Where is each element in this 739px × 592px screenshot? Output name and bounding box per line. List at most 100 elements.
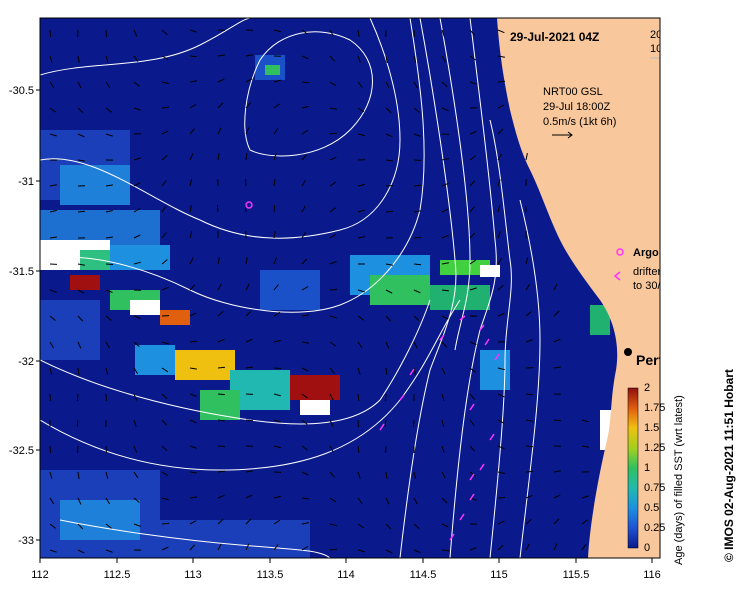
current-arrow — [413, 81, 419, 89]
x-tick-label: 114.5 — [410, 569, 437, 581]
current-arrow — [357, 367, 361, 375]
current-arrow — [329, 445, 334, 453]
current-arrow — [441, 367, 446, 375]
current-legend-source: NRT00 GSL — [543, 86, 603, 98]
argo-legend-label: Argo — [633, 247, 659, 259]
current-arrow — [553, 283, 558, 291]
current-arrow — [301, 419, 308, 425]
city-label-perth: Perth — [636, 352, 672, 368]
current-arrow — [77, 549, 85, 554]
current-arrow — [273, 544, 279, 551]
colorbar-tick: 0.25 — [644, 522, 665, 534]
current-arrow — [385, 341, 390, 349]
current-arrow — [245, 338, 253, 343]
current-arrow — [245, 518, 252, 525]
current-arrow — [133, 367, 139, 375]
current-arrow — [217, 54, 225, 57]
current-arrow — [301, 545, 309, 551]
current-arrow — [161, 286, 169, 291]
current-arrow — [217, 311, 224, 317]
current-arrow — [189, 257, 194, 265]
current-arrow — [245, 153, 248, 161]
current-arrow — [469, 445, 475, 452]
current-arrow — [161, 154, 168, 161]
current-arrow — [525, 153, 528, 161]
current-arrow — [217, 494, 225, 499]
current-arrow — [329, 81, 337, 87]
current-arrow — [189, 340, 197, 343]
current-arrow — [581, 543, 587, 551]
current-arrow — [525, 339, 533, 343]
current-arrow — [189, 419, 197, 424]
argo-legend-icon — [616, 248, 624, 256]
current-arrow — [553, 338, 561, 343]
current-arrow — [469, 259, 477, 265]
x-tick-label: 114 — [337, 569, 355, 581]
current-arrow — [553, 518, 560, 525]
current-arrow — [49, 289, 57, 293]
current-arrow — [189, 312, 197, 317]
current-arrow — [301, 393, 308, 399]
current-arrow — [105, 471, 109, 479]
current-arrow — [133, 341, 140, 347]
current-arrow — [189, 471, 197, 474]
current-arrow — [441, 262, 449, 265]
current-arrow — [49, 107, 56, 113]
current-arrow — [133, 419, 137, 427]
y-tick-label: -32 — [18, 356, 34, 368]
current-arrow — [329, 341, 336, 347]
current-arrow — [301, 154, 307, 161]
current-arrow — [77, 367, 80, 375]
current-arrow — [525, 393, 533, 396]
colorbar-tick: 1.5 — [644, 422, 659, 434]
current-arrow — [441, 107, 449, 112]
current-arrow — [189, 544, 196, 551]
current-arrow — [385, 81, 390, 89]
current-arrow — [133, 157, 141, 161]
current-arrow — [133, 234, 141, 239]
current-arrow — [301, 205, 306, 213]
current-arrow — [49, 549, 57, 553]
current-arrow — [441, 158, 449, 161]
current-arrow — [329, 181, 337, 187]
current-arrow — [497, 29, 505, 34]
current-arrow — [469, 547, 477, 551]
current-arrow — [189, 445, 197, 449]
current-arrow — [469, 232, 476, 239]
x-tick-label: 112.5 — [104, 569, 131, 581]
current-arrow — [413, 107, 420, 113]
current-arrow — [49, 471, 53, 479]
current-arrow — [273, 257, 278, 265]
current-arrow — [329, 156, 337, 161]
current-arrow — [105, 81, 111, 89]
current-arrow — [301, 231, 307, 239]
current-arrow — [301, 29, 308, 35]
current-arrow — [441, 341, 448, 348]
current-arrow — [49, 29, 52, 38]
current-arrow — [441, 182, 449, 187]
current-arrow — [497, 205, 501, 213]
current-arrow — [441, 29, 445, 37]
colorbar-tick: 1.25 — [644, 442, 665, 454]
current-arrow — [525, 470, 534, 473]
current-arrow — [357, 55, 361, 63]
current-arrow — [245, 283, 250, 291]
current-arrow — [469, 287, 477, 291]
current-arrow — [581, 495, 589, 499]
current-arrow — [413, 341, 418, 349]
current-arrow — [357, 471, 361, 479]
current-arrow — [273, 367, 282, 369]
current-arrow — [329, 548, 338, 551]
current-arrow — [189, 231, 193, 239]
current-arrow — [189, 520, 197, 525]
current-arrow — [161, 180, 167, 187]
current-arrow — [581, 519, 588, 525]
current-arrow — [497, 80, 506, 83]
current-arrow — [469, 180, 476, 187]
current-arrow — [189, 393, 197, 397]
current-arrow — [497, 393, 505, 398]
plot-frame — [39, 17, 661, 559]
current-arrow — [77, 341, 82, 349]
current-arrow — [525, 494, 533, 499]
current-arrow — [329, 233, 337, 239]
